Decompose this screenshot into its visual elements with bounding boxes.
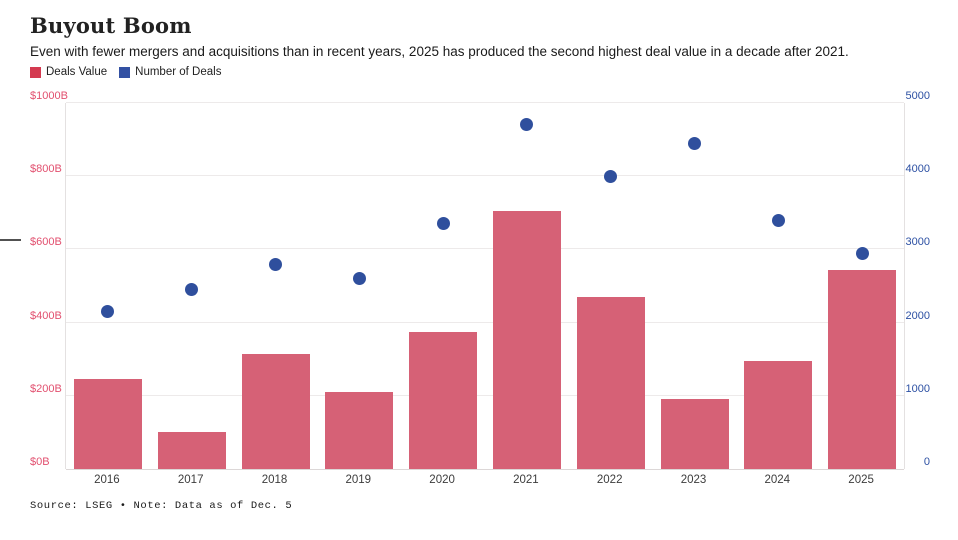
dot-2018[interactable]: [269, 257, 282, 271]
left-axis-tick-$400B: $400B: [30, 309, 62, 322]
dot-2025[interactable]: [855, 246, 869, 260]
right-axis-tick-2000: 2000: [905, 309, 930, 322]
plot-area: [65, 102, 905, 470]
gridline-$600B: [66, 248, 904, 250]
number-of-deals-swatch-icon: [119, 66, 131, 78]
chart-legend: Deals Value Number of Deals: [30, 66, 221, 78]
edge-tick-artifact: [0, 239, 21, 241]
x-axis-label-2017: 2017: [177, 474, 204, 486]
x-axis-label-2023: 2023: [680, 474, 707, 486]
legend-item-number-of-deals[interactable]: Number of Deals: [119, 66, 221, 78]
right-axis-tick-4000: 4000: [905, 163, 930, 176]
right-axis-tick-1000: 1000: [905, 382, 930, 395]
x-axis-label-2018: 2018: [261, 474, 288, 486]
x-axis-label-2024: 2024: [764, 474, 791, 486]
bar-2019[interactable]: [325, 392, 394, 469]
left-axis-tick-$0B: $0B: [30, 456, 50, 468]
deals-value-swatch-icon: [30, 66, 41, 78]
x-axis-label-2019: 2019: [345, 474, 372, 486]
bar-2024[interactable]: [744, 361, 813, 469]
legend-label-deals-value: Deals Value: [46, 66, 108, 78]
dot-2024[interactable]: [771, 213, 785, 227]
x-axis-label-2020: 2020: [429, 474, 455, 486]
x-axis-label-2025: 2025: [848, 474, 874, 486]
bar-2021[interactable]: [492, 210, 561, 469]
right-axis-tick-5000: 5000: [905, 90, 930, 102]
legend-label-number-of-deals: Number of Deals: [135, 66, 222, 78]
x-axis-label-2021: 2021: [513, 474, 539, 486]
dot-2022[interactable]: [604, 169, 618, 183]
gridline-$200B: [66, 394, 904, 396]
dot-2020[interactable]: [436, 217, 450, 231]
chart-subtitle: Even with fewer mergers and acquisitions…: [30, 44, 849, 59]
dot-2017[interactable]: [185, 283, 199, 297]
gridline-$0B: [66, 469, 904, 470]
gridline-$1000B: [66, 102, 904, 103]
legend-item-deals-value[interactable]: Deals Value: [30, 66, 107, 78]
left-axis-tick-$800B: $800B: [30, 163, 62, 176]
bar-2016[interactable]: [73, 379, 142, 469]
right-axis-tick-0: 0: [923, 456, 930, 468]
x-axis-label-2016: 2016: [94, 474, 120, 486]
right-axis-tick-3000: 3000: [905, 236, 930, 249]
gridline-$400B: [66, 321, 904, 323]
left-axis-tick-$1000B: $1000B: [30, 90, 68, 102]
dot-2016[interactable]: [101, 305, 115, 319]
left-axis-tick-$600B: $600B: [30, 236, 62, 249]
bar-2018[interactable]: [241, 353, 310, 469]
dot-2019[interactable]: [352, 272, 366, 286]
x-axis-label-2022: 2022: [596, 474, 623, 486]
bar-2017[interactable]: [157, 432, 226, 469]
source-note: Source: LSEG • Note: Data as of Dec. 5: [30, 500, 293, 512]
gridline-$800B: [66, 175, 904, 177]
bar-2020[interactable]: [409, 331, 478, 469]
dot-2023[interactable]: [688, 136, 701, 150]
bar-2023[interactable]: [660, 399, 729, 469]
dot-2021[interactable]: [520, 118, 534, 132]
bar-2025[interactable]: [828, 269, 897, 469]
left-axis-tick-$200B: $200B: [30, 382, 62, 395]
bar-2022[interactable]: [576, 296, 645, 469]
page-title: Buyout Boom: [30, 13, 192, 38]
